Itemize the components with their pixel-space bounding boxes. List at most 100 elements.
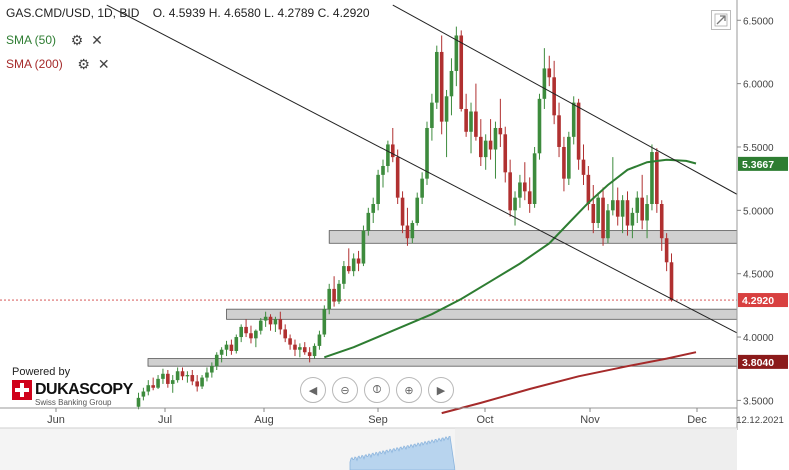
candle-body — [136, 397, 141, 407]
candle-body — [547, 68, 552, 78]
zoom-in-icon: ⊕ — [404, 384, 414, 397]
candle-body — [214, 354, 219, 367]
candle-body — [244, 326, 248, 334]
candle-body — [669, 262, 674, 301]
symbol-info: GAS.CMD/USD, 1D, BID — [6, 6, 140, 20]
candle-body — [606, 210, 610, 239]
candle-body — [567, 136, 571, 179]
candle-body — [405, 225, 410, 239]
sma200-value-label: 3.8040 — [742, 357, 774, 369]
low-value: 4.2789 — [277, 6, 315, 20]
candle-body — [302, 347, 307, 353]
candle-body — [611, 200, 615, 211]
indicator-sma200-row: SMA (200) ⚙ ✕ — [6, 57, 111, 71]
y-tick-label: 6.5000 — [743, 16, 774, 27]
candle-body — [449, 70, 454, 97]
candle-body — [268, 316, 273, 325]
candle-body — [156, 378, 160, 388]
candle-body — [342, 266, 346, 284]
candle-body — [180, 371, 185, 377]
candle-body — [596, 197, 600, 224]
powered-by-text: Powered by — [12, 366, 71, 378]
candle-body — [346, 266, 351, 272]
zoom-out-button[interactable]: ⊖ — [332, 377, 358, 403]
candle-body — [571, 102, 576, 137]
candle-body — [307, 352, 312, 357]
reset-zoom-button[interactable]: ⦷ — [364, 377, 390, 403]
close-icon[interactable]: ✕ — [91, 32, 103, 48]
candle-body — [635, 197, 640, 213]
candle-body — [170, 380, 175, 384]
scroll-left-button[interactable]: ◀ — [300, 377, 326, 403]
candle-body — [195, 381, 199, 387]
candle-body — [552, 77, 556, 116]
candle-body — [185, 375, 190, 377]
candle-body — [655, 152, 659, 204]
candle-body — [249, 333, 253, 339]
candle-body — [430, 102, 434, 128]
x-tick-label: Jul — [158, 414, 172, 426]
candle-body — [278, 319, 283, 330]
candle-body — [557, 115, 561, 147]
brand-subtitle: Swiss Banking Group — [35, 398, 112, 407]
candle-body — [322, 309, 327, 335]
y-tick-label: 4.5000 — [743, 270, 774, 281]
chevron-left-icon: ◀ — [308, 384, 318, 397]
candle-body — [415, 197, 420, 224]
candle-body — [625, 200, 630, 226]
expand-icon — [714, 13, 728, 27]
x-tick-label: Aug — [254, 414, 274, 426]
candle-body — [576, 102, 581, 160]
channel-trendline — [106, 4, 755, 343]
candle-body — [254, 330, 258, 339]
candle-body — [615, 200, 620, 217]
x-tick-label: Sep — [368, 414, 388, 426]
candle-body — [312, 345, 317, 357]
candle-body — [210, 366, 214, 373]
candle-body — [474, 111, 478, 137]
brand-name: DUKASCOPY — [35, 381, 133, 398]
navigator-area — [349, 435, 456, 470]
candle-body — [601, 197, 605, 239]
candle-body — [493, 127, 498, 150]
candle-body — [498, 127, 503, 135]
candle-body — [317, 334, 322, 346]
expand-button[interactable] — [711, 10, 731, 30]
gear-icon[interactable]: ⚙ — [70, 32, 84, 48]
close-icon[interactable]: ✕ — [97, 56, 110, 72]
candle-body — [395, 157, 400, 198]
candle-body — [219, 349, 224, 355]
candle-body — [488, 140, 493, 150]
x-tick-label: Dec — [687, 414, 707, 426]
x-tick-label: Jun — [47, 414, 65, 426]
chevron-right-icon: ▶ — [436, 384, 446, 397]
candle-body — [562, 146, 566, 179]
candle-body — [327, 288, 332, 310]
candle-body — [356, 258, 361, 264]
y-tick-label: 6.0000 — [743, 80, 774, 91]
gear-icon[interactable]: ⚙ — [77, 56, 90, 72]
zoom-in-button[interactable]: ⊕ — [396, 377, 422, 403]
candle-body — [591, 204, 596, 224]
candle-body — [483, 140, 488, 158]
sma50-line — [323, 158, 697, 359]
reset-icon: ⦷ — [372, 383, 382, 396]
y-tick-label: 5.0000 — [743, 206, 774, 217]
low-label: L. — [264, 6, 275, 20]
candle-body — [513, 197, 517, 211]
candle-body — [141, 391, 146, 397]
close-value: 4.2920 — [332, 6, 370, 20]
candle-body — [523, 182, 527, 192]
candle-body — [518, 182, 522, 198]
scroll-right-button[interactable]: ▶ — [428, 377, 454, 403]
candle-body — [351, 258, 356, 272]
sma50-value-label: 5.3667 — [742, 159, 774, 171]
candle-body — [439, 51, 444, 122]
open-label: O. — [152, 6, 166, 20]
candle-body — [229, 344, 234, 351]
ohlc-header: GAS.CMD/USD, 1D, BID O. 4.5939 H. 4.6580… — [6, 6, 370, 20]
candle-body — [386, 144, 390, 166]
sma200-line — [441, 351, 697, 415]
